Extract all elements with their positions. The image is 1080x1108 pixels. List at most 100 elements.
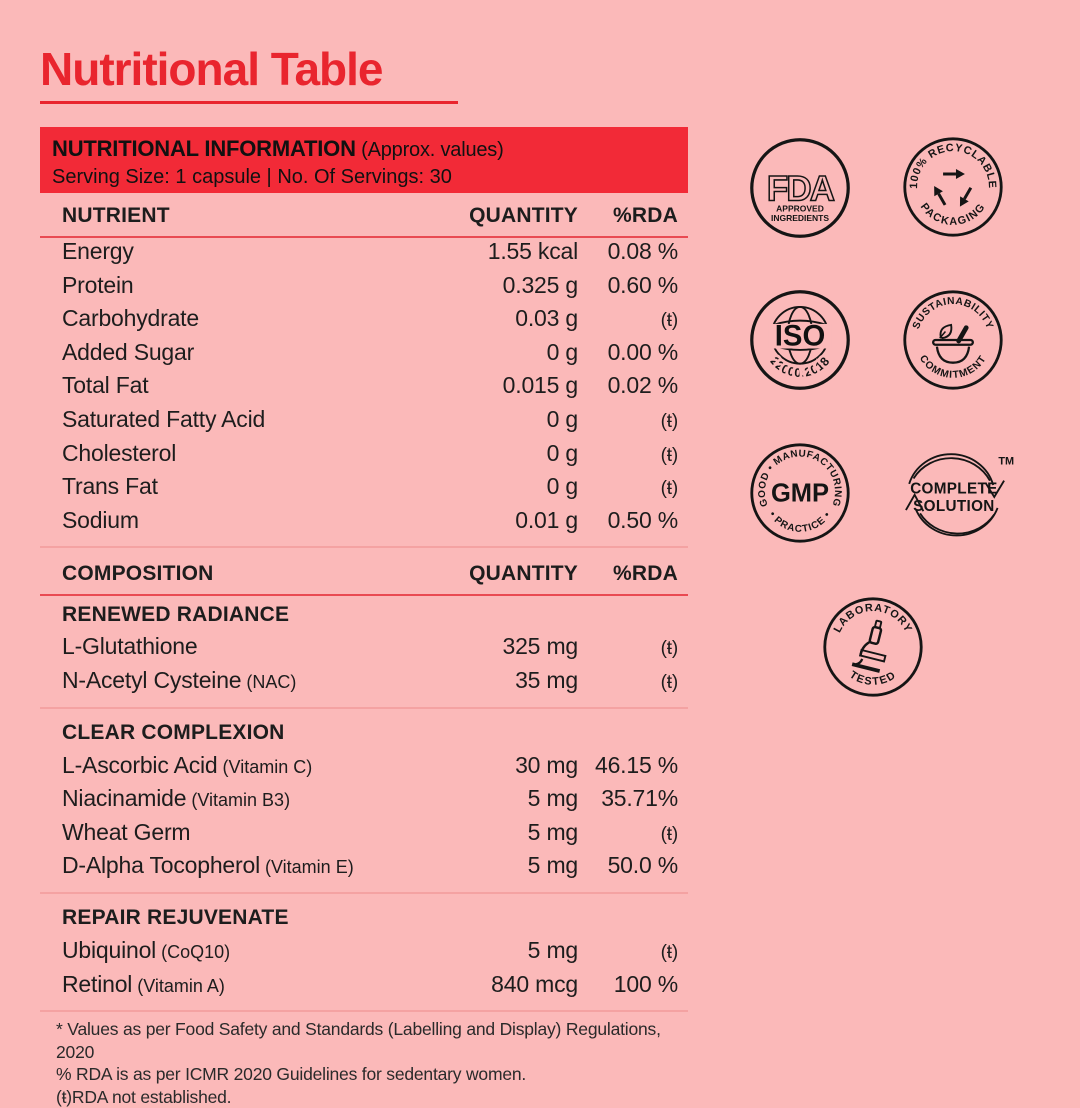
table-row: L-Glutathione 325 mg (ŧ) bbox=[40, 633, 688, 667]
row-quantity: 5 mg bbox=[527, 852, 579, 879]
badge-circle bbox=[750, 138, 850, 238]
recyclable-bottom-arc-label: PACKAGING bbox=[918, 201, 988, 228]
row-quantity: 1.55 kcal bbox=[487, 238, 578, 264]
badge-gmp: GOOD • MANUFACTURING • PRACTICE • GMP bbox=[748, 441, 852, 545]
table-row: Carbohydrate 0.03 g (ŧ) bbox=[40, 305, 688, 339]
info-bar-heading: NUTRITIONAL INFORMATION (Approx. values) bbox=[52, 135, 688, 164]
recycle-icon bbox=[934, 169, 973, 207]
table-row: D-Alpha Tocopherol (Vitamin E) 5 mg 50.0 % bbox=[40, 852, 688, 886]
section-divider bbox=[40, 546, 688, 549]
composition-sections: RENEWED RADIANCE L-Glutathione 325 mg (ŧ) N-… bbox=[40, 596, 688, 1013]
table-row: Protein 0.325 g 0.60 % bbox=[40, 272, 688, 306]
badge-circle bbox=[750, 443, 850, 543]
row-rda: (ŧ) bbox=[660, 941, 679, 963]
table-row: Added Sugar 0 g 0.00 % bbox=[40, 339, 688, 373]
table-row: Ubiquinol (CoQ10) 5 mg (ŧ) bbox=[40, 937, 688, 971]
table-row: Cholesterol 0 g (ŧ) bbox=[40, 440, 688, 474]
trademark-label: TM bbox=[998, 455, 1014, 467]
solution-label: SOLUTION bbox=[913, 498, 994, 515]
row-quantity: 0 g bbox=[546, 473, 579, 500]
row-rda: (ŧ) bbox=[660, 823, 679, 845]
section-title: RENEWED RADIANCE bbox=[62, 602, 290, 626]
fda-ingredients-label: INGREDIENTS bbox=[771, 213, 829, 223]
section-title: CLEAR COMPLEXION bbox=[62, 721, 285, 745]
row-name-note: (NAC) bbox=[241, 671, 297, 692]
row-name: Protein bbox=[62, 271, 134, 298]
footnote-line: (ŧ)RDA not established. bbox=[56, 1086, 232, 1107]
row-quantity: 35 mg bbox=[515, 666, 578, 693]
row-name: Cholesterol bbox=[62, 439, 177, 466]
serving-size-line: Serving Size: 1 capsule | No. Of Serving… bbox=[52, 166, 452, 188]
row-rda: (ŧ) bbox=[660, 410, 679, 432]
section-title: REPAIR REJUVENATE bbox=[62, 906, 289, 930]
row-quantity: 840 mcg bbox=[491, 970, 578, 997]
row-name: Niacinamide (Vitamin B3) bbox=[62, 785, 291, 812]
sustainability-bottom-arc-label: COMMITMENT bbox=[917, 353, 989, 381]
info-bar-note: (Approx. values) bbox=[355, 139, 504, 161]
info-bar-title: NUTRITIONAL INFORMATION bbox=[52, 136, 356, 161]
row-quantity: 0 g bbox=[546, 338, 579, 365]
table-row: N-Acetyl Cysteine (NAC) 35 mg (ŧ) bbox=[40, 667, 688, 701]
table-row: Trans Fat 0 g (ŧ) bbox=[40, 473, 688, 507]
header-rda: %RDA bbox=[613, 204, 678, 227]
row-name: Energy bbox=[62, 238, 134, 264]
mortar-pestle-icon bbox=[932, 323, 974, 364]
microscope-icon bbox=[851, 619, 887, 673]
section-divider bbox=[40, 1010, 688, 1013]
table-row: Retinol (Vitamin A) 840 mcg 100 % bbox=[40, 971, 688, 1005]
row-name-note: (Vitamin E) bbox=[260, 857, 354, 878]
table-row: Wheat Germ 5 mg (ŧ) bbox=[40, 819, 688, 853]
iso-bottom-arc-label: 22000:2018 bbox=[767, 354, 832, 380]
row-name: Carbohydrate bbox=[62, 305, 199, 332]
row-rda: 0.08 % bbox=[607, 238, 679, 264]
nutrient-rows: Energy 1.55 kcal 0.08 % Protein 0.325 g 0.60 … bbox=[40, 238, 688, 540]
badge-circle bbox=[903, 290, 1003, 390]
row-name: Sodium bbox=[62, 506, 139, 533]
row-name-note: (Vitamin B3) bbox=[186, 790, 291, 811]
table-row: Saturated Fatty Acid 0 g (ŧ) bbox=[40, 406, 688, 440]
row-rda: 0.60 % bbox=[607, 271, 679, 298]
footnote-line: % RDA is as per ICMR 2020 Guidelines for… bbox=[56, 1064, 527, 1085]
row-quantity: 0.015 g bbox=[502, 372, 579, 399]
row-rda: (ŧ) bbox=[660, 310, 679, 332]
footnote-line: * Values as per Food Safety and Standard… bbox=[56, 1019, 661, 1062]
nutrient-header-row: NUTRIENT QUANTITY %RDA bbox=[40, 196, 688, 236]
table-row: Total Fat 0.015 g 0.02 % bbox=[40, 372, 688, 406]
row-quantity: 0.325 g bbox=[502, 271, 579, 298]
nutritional-info-bar: NUTRITIONAL INFORMATION (Approx. values)… bbox=[40, 127, 688, 193]
row-rda: (ŧ) bbox=[660, 478, 679, 500]
row-name: N-Acetyl Cysteine (NAC) bbox=[62, 666, 297, 693]
row-name: Retinol (Vitamin A) bbox=[62, 970, 225, 997]
row-rda: 0.00 % bbox=[607, 338, 679, 365]
row-quantity: 5 mg bbox=[527, 785, 579, 812]
footnotes: * Values as per Food Safety and Standard… bbox=[40, 1018, 688, 1108]
iso-text-backing bbox=[768, 323, 832, 349]
row-name: L-Glutathione bbox=[62, 633, 198, 660]
page-title: Nutritional Table bbox=[40, 43, 383, 95]
row-quantity: 325 mg bbox=[502, 633, 578, 660]
section-divider bbox=[40, 891, 688, 894]
row-name-note: (Vitamin C) bbox=[217, 756, 313, 777]
row-rda: (ŧ) bbox=[660, 638, 679, 660]
row-name-note: (CoQ10) bbox=[156, 941, 231, 962]
header-quantity: QUANTITY bbox=[469, 204, 578, 227]
row-rda: 100 % bbox=[613, 970, 678, 997]
badge-sustainability: SUSTAINABILITY COMMITMENT bbox=[901, 288, 1005, 392]
fda-logo-text: FDA bbox=[767, 169, 835, 208]
fda-approved-label: APPROVED bbox=[776, 204, 824, 214]
badge-circle bbox=[903, 137, 1003, 237]
row-name-note: (Vitamin A) bbox=[132, 975, 225, 996]
row-name: Saturated Fatty Acid bbox=[62, 405, 266, 432]
row-quantity: 5 mg bbox=[527, 818, 579, 845]
row-name: D-Alpha Tocopherol (Vitamin E) bbox=[62, 852, 354, 879]
row-rda: 46.15 % bbox=[595, 751, 678, 778]
row-name: Added Sugar bbox=[62, 338, 195, 365]
table-row: Energy 1.55 kcal 0.08 % bbox=[40, 238, 688, 272]
header-rule bbox=[40, 236, 688, 238]
header-rule bbox=[40, 594, 688, 597]
nutritional-table: NUTRIENT QUANTITY %RDA Energy 1.55 kcal 0.… bbox=[40, 196, 688, 1108]
row-quantity: 0.01 g bbox=[515, 506, 578, 533]
row-name: Ubiquinol (CoQ10) bbox=[62, 936, 231, 963]
row-rda: (ŧ) bbox=[660, 671, 679, 693]
row-quantity: 0.03 g bbox=[515, 305, 578, 332]
